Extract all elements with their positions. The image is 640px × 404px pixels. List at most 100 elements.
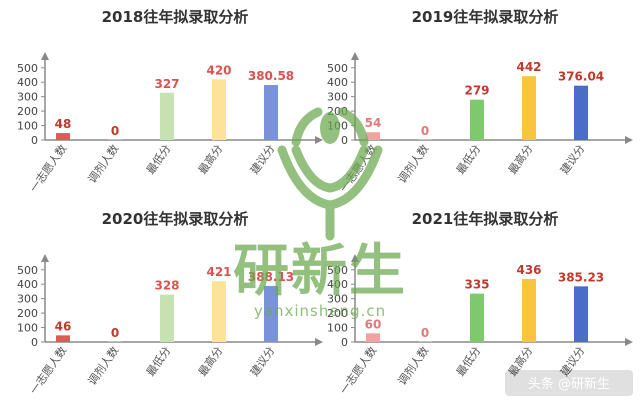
- bar: [264, 85, 278, 140]
- chart-title: 2021往年拟录取分析: [412, 210, 559, 228]
- y-tick-label: 400: [17, 278, 38, 291]
- category-label: 最低分: [454, 344, 484, 378]
- category-label: 最低分: [144, 142, 174, 176]
- x-axis-arrow-icon: [625, 136, 633, 144]
- bar: [56, 335, 70, 342]
- data-label: 335: [464, 278, 489, 292]
- data-label: 376.04: [558, 70, 604, 84]
- category-label: 最高分: [505, 142, 535, 177]
- data-label: 48: [55, 117, 72, 131]
- bar: [264, 285, 278, 342]
- bar: [108, 139, 122, 140]
- y-tick-label: 500: [327, 62, 348, 75]
- chart-panel-1: 2018往年拟录取分析010020030040050048一志愿人数0调剂人数3…: [17, 8, 323, 195]
- category-label: 调剂人数: [395, 142, 432, 186]
- bar: [418, 341, 432, 342]
- category-label: 建议分: [247, 142, 277, 177]
- x-axis-arrow-icon: [625, 338, 633, 346]
- y-tick-label: 200: [327, 307, 348, 320]
- chart-title: 2020往年拟录取分析: [102, 210, 249, 228]
- bar: [522, 279, 536, 342]
- category-label: 最低分: [454, 142, 484, 176]
- data-label: 46: [55, 319, 72, 333]
- watermark: 研新生 yanxinsheng.cn: [233, 107, 407, 320]
- chart-title: 2019往年拟录取分析: [412, 8, 559, 26]
- y-axis-arrow-icon: [351, 52, 359, 60]
- bar: [418, 139, 432, 140]
- y-tick-label: 200: [17, 105, 38, 118]
- category-label: 一志愿人数: [27, 142, 69, 195]
- watermark-logo-icon: [277, 107, 383, 241]
- category-label: 最高分: [195, 344, 225, 379]
- bar: [160, 92, 174, 140]
- bar: [160, 294, 174, 342]
- y-tick-label: 0: [31, 134, 38, 147]
- data-label: 328: [154, 279, 179, 293]
- data-label: 327: [154, 77, 179, 91]
- y-tick-label: 400: [17, 76, 38, 89]
- category-label: 调剂人数: [85, 344, 122, 388]
- data-label: 421: [206, 265, 231, 279]
- bar: [56, 133, 70, 140]
- y-tick-label: 100: [17, 120, 38, 133]
- data-label: 442: [516, 60, 541, 74]
- y-tick-label: 0: [341, 336, 348, 349]
- bar: [366, 333, 380, 342]
- category-label: 调剂人数: [395, 344, 432, 388]
- bar: [212, 79, 226, 140]
- data-label: 0: [111, 326, 119, 340]
- category-label: 一志愿人数: [27, 344, 69, 397]
- y-tick-label: 500: [17, 62, 38, 75]
- footer-badge: 头条 @研新生: [505, 370, 633, 396]
- bar: [108, 341, 122, 342]
- category-label: 建议分: [557, 142, 587, 177]
- y-tick-label: 500: [17, 264, 38, 277]
- watermark-text: 研新生: [233, 239, 407, 304]
- y-axis-arrow-icon: [41, 52, 49, 60]
- data-label: 54: [365, 116, 382, 130]
- y-tick-label: 300: [327, 91, 348, 104]
- data-label: 0: [111, 124, 119, 138]
- category-label: 最高分: [195, 142, 225, 177]
- category-label: 一志愿人数: [337, 344, 379, 397]
- y-tick-label: 500: [327, 264, 348, 277]
- category-label: 建议分: [247, 344, 277, 379]
- footer-text: 头条 @研新生: [528, 376, 610, 392]
- y-tick-label: 300: [17, 91, 38, 104]
- bar: [366, 132, 380, 140]
- y-tick-label: 200: [17, 307, 38, 320]
- category-label: 调剂人数: [85, 142, 122, 186]
- chart-title: 2018往年拟录取分析: [102, 8, 249, 26]
- y-tick-label: 400: [327, 76, 348, 89]
- bar: [212, 281, 226, 342]
- bar: [470, 293, 484, 342]
- y-axis-arrow-icon: [41, 254, 49, 262]
- data-label: 420: [206, 63, 231, 77]
- bar: [574, 286, 588, 342]
- data-label: 60: [365, 317, 382, 331]
- y-tick-label: 400: [327, 278, 348, 291]
- footer-badge-bg: [505, 370, 633, 396]
- y-tick-label: 300: [327, 293, 348, 306]
- y-tick-label: 0: [341, 134, 348, 147]
- data-label: 0: [421, 124, 429, 138]
- data-label: 436: [516, 263, 541, 277]
- data-label: 385.23: [558, 270, 604, 284]
- watermark-subtext: yanxinsheng.cn: [254, 302, 386, 320]
- bar: [522, 76, 536, 140]
- data-label: 388.13: [248, 270, 294, 284]
- y-tick-label: 100: [327, 322, 348, 335]
- x-axis-arrow-icon: [315, 136, 323, 144]
- data-label: 380.58: [248, 69, 294, 83]
- category-label: 最低分: [144, 344, 174, 378]
- data-label: 279: [464, 84, 489, 98]
- bar: [470, 99, 484, 140]
- y-tick-label: 300: [17, 293, 38, 306]
- y-tick-label: 0: [31, 336, 38, 349]
- y-tick-label: 100: [17, 322, 38, 335]
- y-axis-arrow-icon: [351, 254, 359, 262]
- x-axis-arrow-icon: [315, 338, 323, 346]
- data-label: 0: [421, 326, 429, 340]
- bar: [574, 85, 588, 140]
